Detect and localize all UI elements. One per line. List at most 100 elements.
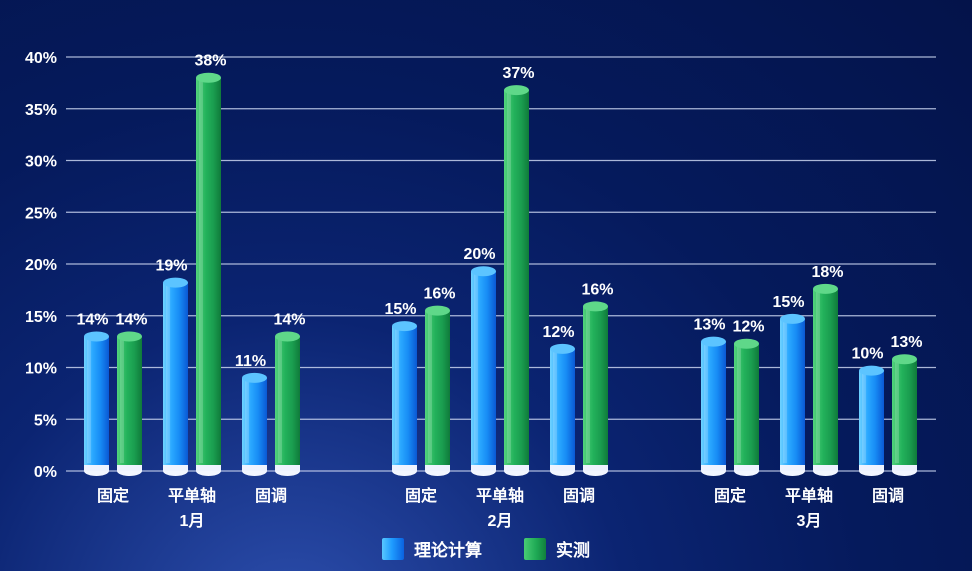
bar-base-band (892, 465, 917, 471)
x-month-label: 3月 (797, 512, 822, 530)
bar-cap (701, 336, 726, 347)
data-label: 14% (76, 311, 108, 328)
bar-cap (117, 331, 142, 342)
data-label: 16% (423, 286, 455, 303)
x-category-label: 固定 (97, 486, 129, 505)
bar-theory (84, 331, 109, 476)
y-tick-label: 15% (25, 309, 57, 326)
bar-body (734, 343, 759, 465)
y-tick-label: 10% (25, 361, 57, 378)
data-label: 15% (384, 301, 416, 318)
y-tick-label: 35% (25, 102, 57, 119)
bar-theory (701, 336, 726, 476)
bar-highlight (395, 328, 399, 463)
bar-highlight (428, 312, 432, 463)
bar-measured (892, 354, 917, 476)
bar-base-band (859, 465, 884, 471)
bar-measured (117, 331, 142, 476)
bar-body (859, 370, 884, 465)
bar-highlight (895, 361, 899, 463)
legend-label-theory: 理论计算 (414, 541, 482, 560)
x-category-label: 固定 (714, 486, 746, 505)
bar-cap (242, 372, 267, 383)
bar-body (425, 310, 450, 465)
bar-body (392, 326, 417, 465)
bar-theory (242, 372, 267, 476)
bar-body (163, 282, 188, 465)
bar-highlight (278, 338, 282, 463)
bar-base-band (504, 465, 529, 471)
x-category-label: 平单轴 (785, 486, 833, 505)
x-month-label: 2月 (488, 512, 513, 530)
bar-theory (780, 313, 805, 476)
legend-swatch-green (524, 537, 546, 560)
bar-measured (734, 338, 759, 476)
bar-cap (734, 338, 759, 349)
bar-cap (813, 283, 838, 294)
legend-label-measured: 实测 (556, 541, 590, 560)
bar-highlight (553, 350, 557, 463)
bar-measured (504, 85, 529, 476)
y-tick-label: 30% (25, 154, 57, 171)
data-label: 15% (772, 294, 804, 311)
x-category-label: 固调 (255, 487, 287, 505)
bar-base-band (84, 465, 109, 471)
bar-cap (550, 343, 575, 354)
bar-base-band (392, 465, 417, 471)
data-label: 19% (155, 258, 187, 275)
bar-theory (471, 266, 496, 476)
y-axis-ticks: 0% 5% 10% 15% 20% 25% 30% 35% 40% (25, 50, 57, 481)
data-label: 14% (273, 311, 305, 328)
bar-cap (892, 354, 917, 365)
bar-body (275, 336, 300, 465)
bar-body (504, 90, 529, 466)
y-tick-label: 25% (25, 205, 57, 222)
bar-body (780, 318, 805, 465)
bar-body (196, 77, 221, 465)
bar-body (701, 341, 726, 465)
bar-base-band (242, 465, 267, 471)
bar-base-band (425, 465, 450, 471)
bar-highlight (586, 308, 590, 463)
bar-measured (583, 301, 608, 476)
bar-body (813, 288, 838, 465)
bar-theory (550, 343, 575, 476)
bar-highlight (166, 284, 170, 463)
bar-highlight (704, 343, 708, 463)
bar-base-band (117, 465, 142, 471)
data-label: 38% (194, 53, 226, 70)
bar-base-band (471, 465, 496, 471)
x-month-label: 1月 (180, 512, 205, 530)
data-label: 20% (463, 246, 495, 263)
bar-base-band (550, 465, 575, 471)
data-label: 18% (811, 264, 843, 281)
bar-highlight (816, 290, 820, 463)
data-label: 13% (693, 317, 725, 334)
bar-body (471, 271, 496, 465)
bars (84, 72, 917, 476)
bar-theory (163, 277, 188, 476)
bar-base-band (275, 465, 300, 471)
bar-highlight (199, 79, 203, 463)
bar-body (242, 377, 267, 465)
data-label: 14% (115, 311, 147, 328)
legend-swatch-blue (382, 537, 404, 560)
bar-base-band (734, 465, 759, 471)
bar-base-band (163, 465, 188, 471)
bar-cap (163, 277, 188, 288)
x-category-label: 固调 (872, 487, 904, 505)
y-tick-label: 40% (25, 50, 57, 67)
legend: 理论计算 实测 (0, 536, 972, 561)
bar-cap (425, 305, 450, 316)
x-category-label: 平单轴 (476, 486, 524, 505)
bar-body (550, 348, 575, 465)
bar-cap (780, 313, 805, 324)
data-label: 37% (502, 65, 534, 82)
bar-base-band (813, 465, 838, 471)
bar-body (583, 306, 608, 465)
bar-base-band (196, 465, 221, 471)
data-labels: 14% 14% 19% 38% 11% 14% 15% 16% 20% 37% 12% 16% 13% 1… (76, 53, 922, 370)
bar-highlight (245, 379, 249, 463)
legend-item-theory: 理论计算 (382, 536, 482, 561)
